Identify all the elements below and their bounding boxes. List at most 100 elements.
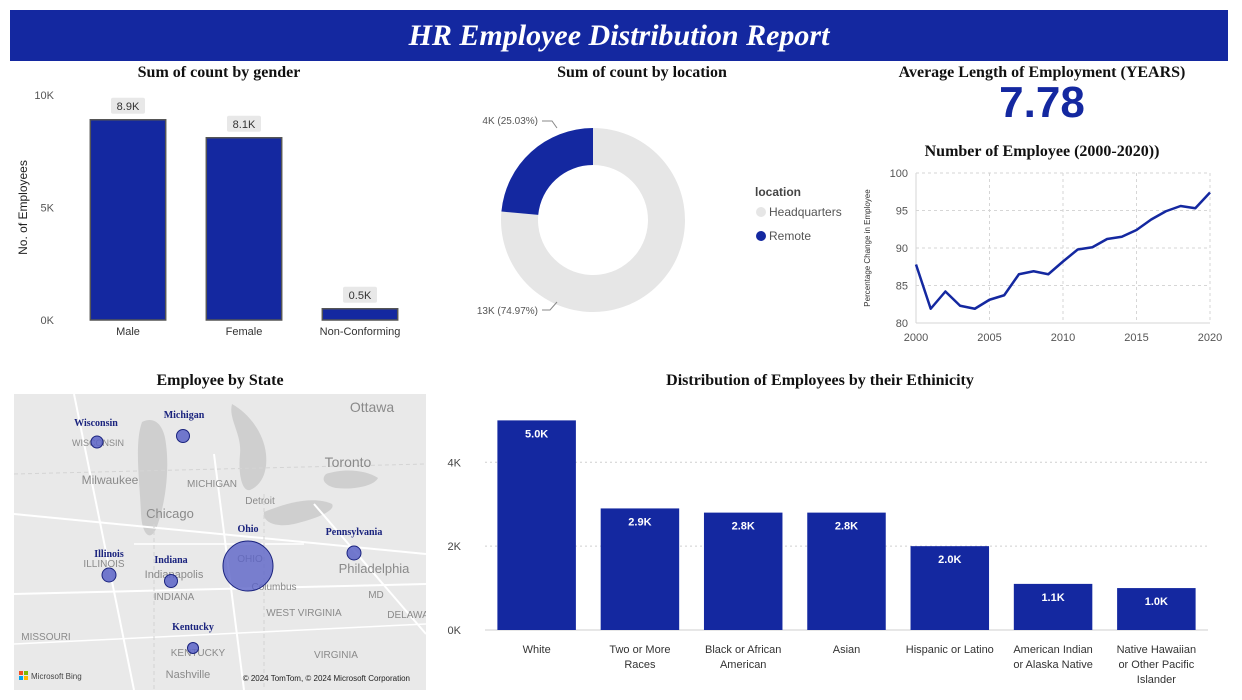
state-label-pennsylvania: Pennsylvania: [326, 527, 383, 538]
y-tick-label: 2K: [448, 541, 462, 553]
y-tick-label: 4K: [448, 457, 462, 469]
x-tick-label: or Alaska Native: [1013, 659, 1092, 671]
x-tick-label: Two or More: [609, 644, 670, 656]
kpi-title: Average Length of Employment (YEARS): [898, 64, 1186, 81]
y-tick-label: 95: [896, 206, 908, 218]
data-label: 8.1K: [233, 119, 256, 131]
state-bubble-wisconsin[interactable]: [90, 435, 104, 449]
x-tick-label: Races: [624, 659, 656, 671]
y-tick-label: 85: [896, 281, 908, 293]
x-tick-label: American Indian: [1013, 644, 1093, 656]
data-label: 2.8K: [835, 521, 858, 533]
x-tick-label: Black or African: [705, 644, 781, 656]
state-bubble-ohio[interactable]: [222, 540, 274, 592]
gender-bar: [89, 119, 167, 321]
x-tick-label: Male: [116, 326, 140, 338]
road-line: [313, 503, 426, 635]
lake-ontario-shape: [323, 470, 378, 489]
map-bg-label: Philadelphia: [339, 561, 411, 576]
y-axis-label: Percentage Change in Employee: [863, 189, 872, 307]
y-tick-label: 10K: [34, 90, 54, 102]
legend-title: location: [755, 185, 801, 199]
slice-label: 13K (74.97%): [477, 306, 538, 317]
x-tick-label: American: [720, 659, 766, 671]
road-line: [14, 623, 426, 645]
lake-michigan-shape: [137, 420, 168, 536]
trend-chart: 80 85 90 95 100 2000 2005 2010 2015 2020 Percentag…: [863, 168, 1222, 344]
state-bubble-pennsylvania[interactable]: [346, 545, 362, 561]
y-tick-label: 0K: [41, 315, 55, 327]
data-label: 1.1K: [1041, 592, 1064, 604]
x-tick-label: Hispanic or Latino: [906, 644, 994, 656]
x-tick-label: 2005: [977, 332, 1001, 344]
state-bubble-illinois[interactable]: [101, 567, 117, 583]
data-label: 2.9K: [628, 516, 651, 528]
ethnicity-bar: [807, 512, 886, 630]
x-tick-label: Islander: [1137, 674, 1176, 686]
data-label: 0.5K: [349, 290, 372, 302]
border-line: [14, 463, 426, 475]
ethnicity-chart: 0K 2K 4K 5.0K White 2.9K Two or More Races 2.8K B…: [448, 420, 1208, 686]
map-bg-label: Chicago: [146, 506, 194, 521]
y-tick-label: 100: [890, 168, 908, 180]
y-tick-label: 80: [896, 318, 908, 330]
state-label-wisconsin: Wisconsin: [74, 418, 118, 429]
state-bubble-kentucky[interactable]: [187, 642, 199, 654]
x-tick-label: 2010: [1051, 332, 1075, 344]
map-bg-label: Milwaukee: [82, 473, 139, 487]
state-bubble-indiana[interactable]: [164, 574, 178, 588]
x-tick-label: Non-Conforming: [320, 326, 401, 338]
y-axis-label: No. of Employees: [16, 160, 30, 255]
location-chart: 4K (25.03%) 13K (74.97%) location Headquart…: [477, 116, 842, 317]
map-attribution: © 2024 TomTom, © 2024 Microsoft Corporat…: [243, 674, 410, 683]
x-tick-label: 2020: [1198, 332, 1222, 344]
legend-marker-remote: [756, 231, 766, 241]
donut-slice-remote: [501, 128, 593, 215]
ethnicity-bar: [910, 546, 990, 630]
gender-bar: [205, 137, 283, 321]
data-label: 2.8K: [732, 521, 755, 533]
map-bg-label: MISSOURI: [21, 632, 70, 643]
location-chart-title: Sum of count by location: [557, 64, 727, 81]
map-bg-label: VIRGINIA: [314, 650, 358, 661]
ethnicity-chart-title: Distribution of Employees by their Ethin…: [666, 372, 974, 389]
map-bg-label: Nashville: [166, 669, 211, 681]
map-bg-label: DELAWA: [387, 610, 426, 621]
state-label-kentucky: Kentucky: [172, 622, 214, 633]
map-title: Employee by State: [156, 372, 284, 389]
map-bg-label: INDIANA: [154, 592, 195, 603]
map-bg-label: Toronto: [325, 454, 372, 470]
y-tick-label: 5K: [41, 203, 55, 215]
map-bg-label: KENTUCKY: [171, 648, 226, 659]
map-bg-label: MICHIGAN: [187, 479, 237, 490]
trend-chart-title: Number of Employee (2000-2020)): [924, 143, 1160, 160]
road-line: [14, 583, 426, 595]
data-label-bg: [111, 97, 145, 114]
y-tick-label: 90: [896, 243, 908, 255]
x-tick-label: Female: [226, 326, 263, 338]
ethnicity-bar: [600, 508, 680, 630]
ethnicity-bar: [1117, 588, 1196, 630]
x-tick-label: or Other Pacific: [1118, 659, 1194, 671]
gender-chart: 0K 5K 10K No. of Employees 8.9K Male 8.1K Femal…: [16, 90, 401, 338]
legend-label: Headquarters: [769, 205, 842, 219]
data-label: 5.0K: [525, 428, 548, 440]
map-bg-label: Columbus: [251, 582, 296, 593]
state-label-indiana: Indiana: [154, 555, 187, 566]
slice-label: 4K (25.03%): [482, 116, 538, 127]
state-label-ohio: Ohio: [237, 524, 258, 535]
gender-chart-title: Sum of count by gender: [137, 64, 301, 81]
ethnicity-bar: [497, 420, 576, 630]
x-tick-label: 2000: [904, 332, 928, 344]
legend-marker-headquarters: [756, 207, 766, 217]
report-title: HR Employee Distribution Report: [10, 10, 1228, 61]
data-label-bg: [227, 115, 261, 132]
x-tick-label: White: [523, 644, 551, 656]
bing-logo-text: Microsoft Bing: [31, 672, 82, 681]
state-label-illinois: Illinois: [94, 549, 124, 560]
bing-logo: Microsoft Bing: [19, 671, 82, 681]
state-map[interactable]: Ottawa Toronto Milwaukee MICHIGAN Detroi…: [14, 394, 426, 690]
state-bubble-michigan[interactable]: [176, 429, 190, 443]
map-bg-label: Detroit: [245, 496, 275, 507]
kpi-value: 7.78: [999, 78, 1085, 127]
